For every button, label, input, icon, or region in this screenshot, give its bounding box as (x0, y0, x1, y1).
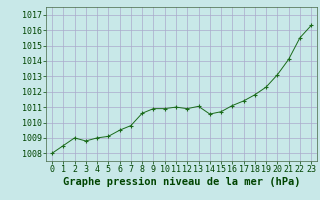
X-axis label: Graphe pression niveau de la mer (hPa): Graphe pression niveau de la mer (hPa) (63, 177, 300, 187)
